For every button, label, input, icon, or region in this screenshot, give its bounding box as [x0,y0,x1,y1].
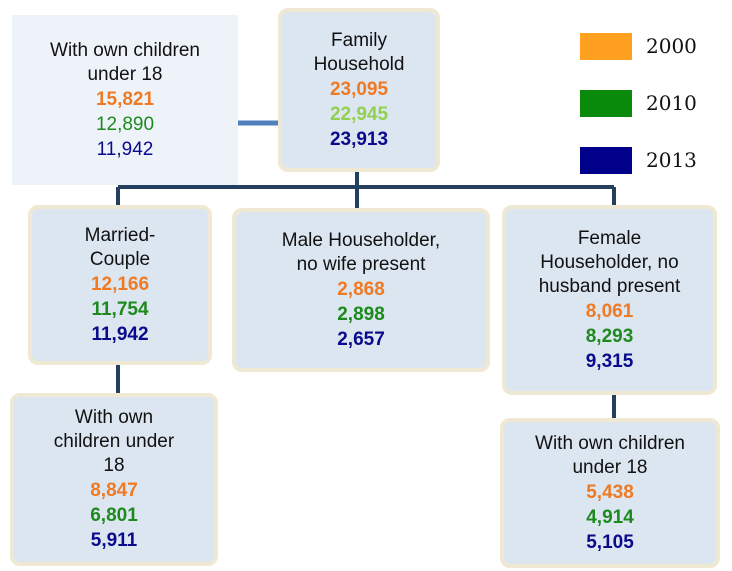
node-value: 8,061 [585,300,634,322]
node-box: With own children under 18 15,821 12,890 11,… [12,15,238,185]
node-value: 4,914 [586,506,634,528]
node-label: 18 [103,455,125,476]
node-value: 12,890 [95,113,155,135]
node-value: 2,657 [337,328,385,350]
node-label: under 18 [572,456,648,478]
node-value: 8,847 [90,480,138,501]
node-box: Female Householder, no husband present 8,06… [502,205,717,395]
legend-swatch [580,90,632,117]
node-value: 5,105 [586,531,634,553]
node-value: 11,754 [91,298,149,320]
node-label: Female [577,227,642,249]
node-box: Family Household 23,095 22,945 23,913 [278,8,440,172]
node-value: 2,898 [337,303,385,325]
node-label: Couple [89,248,151,270]
legend-swatch [580,33,632,60]
node-value: 5,911 [90,530,138,551]
node-label: under 18 [87,63,163,85]
node-label: With own children [535,432,685,454]
node-value: 22,945 [329,103,389,125]
node-label: Married- [84,224,156,246]
legend-label: 2000 [646,34,697,58]
node-box: Married- Couple 12,166 11,754 11,942 [28,205,212,365]
node-value: 11,942 [96,138,154,160]
node-label: Household [313,53,405,75]
node-value: 15,821 [95,88,155,110]
node-value: 2,868 [337,278,385,300]
node-label: Family [331,29,387,51]
node-label: children under [53,431,175,452]
legend-label: 2010 [646,91,697,115]
legend-swatch [580,147,632,174]
node-box: With own children under 18 5,438 4,914 5,105 [500,418,720,568]
node-box: With own children under 18 8,847 6,801 5,911 [10,393,218,566]
node-value: 6,801 [90,505,138,526]
node-value: 5,438 [586,481,634,503]
node-value: 9,315 [585,350,634,372]
node-box: Male Householder, no wife present 2,868 2,8… [232,208,490,372]
node-value: 8,293 [585,325,634,347]
node-label: Householder, no [540,251,679,273]
node-value: 11,942 [91,323,149,345]
legend-label: 2013 [646,148,697,172]
node-label: Male Householder, [281,229,441,251]
node-value: 23,095 [329,78,389,100]
node-label: With own children [50,39,200,61]
node-value: 12,166 [90,273,150,295]
node-value: 23,913 [329,128,389,150]
node-label: no wife present [296,253,426,275]
node-label: husband present [538,275,681,297]
node-label: With own [74,407,154,428]
